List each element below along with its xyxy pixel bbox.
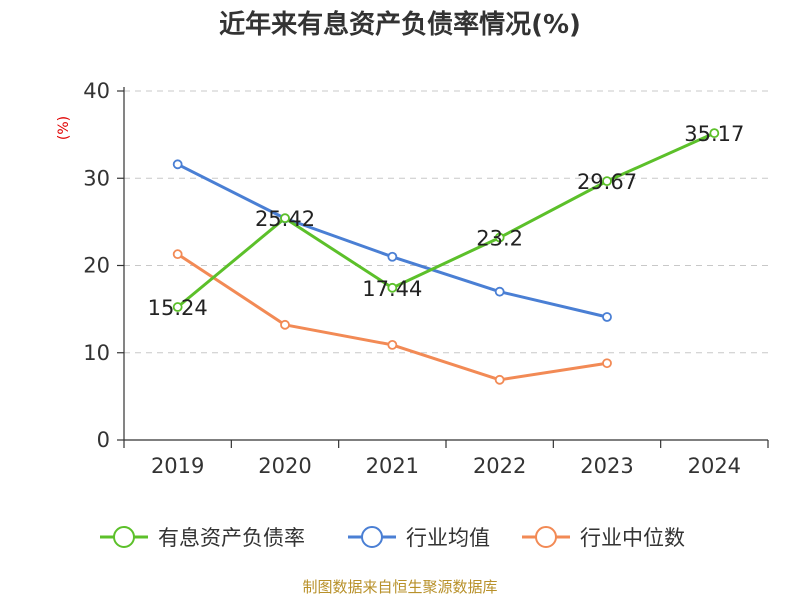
data-point — [280, 213, 290, 224]
legend: 有息资产负债率 行业均值 行业中位数 — [100, 526, 685, 550]
y-tick-label: 40 — [83, 79, 110, 103]
x-tick-label: 2023 — [580, 454, 633, 478]
x-tick-label: 2019 — [151, 454, 204, 478]
data-point — [709, 128, 720, 139]
data-label: 23.2 — [476, 227, 523, 251]
x-tick-label: 2024 — [688, 454, 741, 478]
data-point — [387, 282, 398, 293]
data-point — [387, 339, 398, 350]
data-labels: 15.24 25.42 17.44 23.2 29.67 35.17 — [148, 122, 745, 320]
data-point — [494, 286, 505, 297]
data-point — [280, 319, 290, 330]
x-tick-label: 2020 — [258, 454, 311, 478]
data-label: 35.17 — [684, 122, 744, 146]
y-tick-label: 20 — [83, 254, 110, 278]
data-point — [172, 302, 183, 312]
gridlines — [124, 90, 768, 354]
legend-marker — [535, 526, 557, 548]
data-point — [387, 251, 398, 262]
source-note: 制图数据来自恒生聚源数据库 — [302, 578, 497, 596]
x-tick-label: 2021 — [366, 454, 419, 478]
data-point — [602, 312, 612, 322]
legend-label: 行业中位数 — [580, 526, 685, 550]
series-line — [176, 252, 608, 382]
data-point — [494, 232, 505, 243]
data-label: 15.24 — [148, 296, 208, 320]
data-point — [172, 249, 183, 260]
data-point — [602, 358, 612, 369]
axes: 0 10 20 30 40 2019 2020 2021 2022 2023 2024 — [83, 79, 769, 478]
data-label: 25.42 — [255, 207, 315, 231]
data-label: 17.44 — [362, 277, 422, 301]
data-point — [172, 159, 183, 170]
data-point — [494, 374, 505, 385]
legend-marker — [113, 526, 135, 548]
legend-label: 有息资产负债率 — [158, 526, 305, 550]
series-line — [176, 131, 715, 309]
y-tick-label: 30 — [83, 166, 110, 190]
y-tick-label: 0 — [97, 428, 110, 452]
series-group — [172, 128, 720, 385]
legend-label: 行业均值 — [406, 526, 490, 550]
y-tick-label: 10 — [83, 341, 110, 365]
data-point — [602, 176, 612, 187]
legend-marker — [361, 526, 383, 548]
data-label: 29.67 — [577, 170, 637, 194]
chart-title: 近年来有息资产负债率情况(%) — [219, 9, 581, 40]
y-axis-label: (%) — [56, 116, 72, 140]
x-tick-label: 2022 — [473, 454, 526, 478]
